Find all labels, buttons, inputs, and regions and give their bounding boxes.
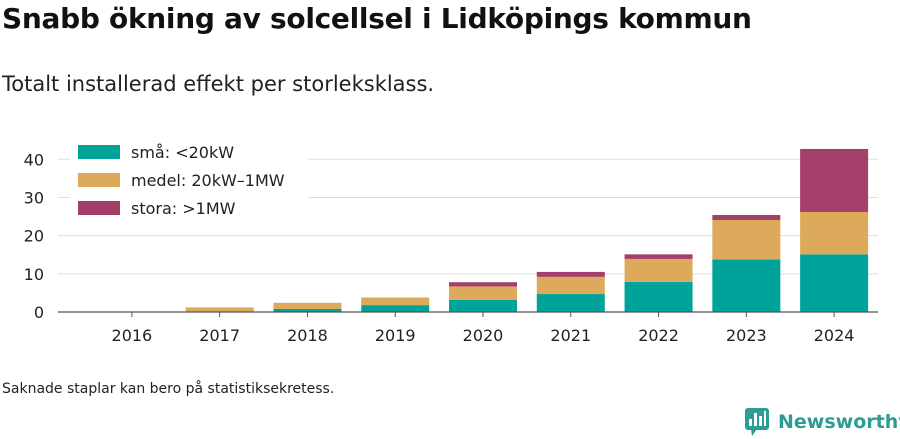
bar-segment [449, 282, 517, 287]
legend-label: stora: >1MW [131, 199, 236, 218]
y-tick-label: 0 [34, 303, 44, 322]
bar-segment [800, 148, 869, 212]
legend-label: medel: 20kW–1MW [131, 171, 285, 190]
chart-title: Snabb ökning av solcellsel i Lidköpings … [2, 2, 752, 35]
bar-segment [712, 259, 781, 312]
legend-swatch [78, 173, 120, 187]
y-tick-label: 30 [24, 188, 44, 207]
legend: små: <20kW medel: 20kW–1MW stora: >1MW [70, 138, 308, 226]
bar-segment [624, 281, 693, 312]
chart-subtitle: Totalt installerad effekt per storlekskl… [2, 72, 435, 96]
bar-segment [361, 305, 430, 312]
bars-group [185, 148, 869, 312]
bar-segment [273, 308, 342, 312]
x-tick-label: 2018 [287, 326, 328, 345]
x-tick-label: 2021 [550, 326, 591, 345]
bar-segment [361, 297, 430, 306]
footnote: Saknade staplar kan bero på statistiksek… [2, 381, 335, 397]
y-tick-label: 10 [24, 265, 44, 284]
bar-segment [449, 299, 517, 312]
bar-segment [536, 276, 605, 295]
y-tick-label: 20 [24, 227, 44, 246]
x-tick-label: 2019 [375, 326, 416, 345]
stacked-bar-chart: 0 10 20 30 40 2016 2017 2018 2019 2020 2021 2022 202… [23, 138, 878, 345]
bar-chart-speech-bubble-icon [745, 408, 769, 436]
axes-group: 0 10 20 30 40 2016 2017 2018 2019 2020 2021 2022 202… [24, 150, 878, 345]
brand-name: Newsworthy [778, 411, 900, 433]
legend-swatch [78, 145, 120, 159]
x-tick-label: 2022 [638, 326, 679, 345]
bar-segment [273, 302, 342, 309]
legend-swatch [78, 201, 120, 215]
bar-segment [800, 254, 869, 312]
x-tick-label: 2017 [199, 326, 240, 345]
x-tick-label: 2023 [726, 326, 767, 345]
x-tick-label: 2020 [463, 326, 504, 345]
y-tick-label: 40 [24, 150, 44, 169]
bar-segment [185, 307, 254, 312]
bar-segment [449, 286, 517, 300]
bar-segment [624, 254, 693, 259]
x-tick-label: 2016 [112, 326, 153, 345]
bar-segment [712, 215, 781, 220]
brand-logo: Newsworthy [744, 407, 900, 437]
bar-segment [536, 271, 605, 277]
legend-label: små: <20kW [131, 143, 234, 162]
bar-segment [712, 219, 781, 260]
bar-segment [536, 294, 605, 312]
x-tick-label: 2024 [814, 326, 855, 345]
bar-segment [624, 258, 693, 282]
bar-segment [800, 211, 869, 255]
